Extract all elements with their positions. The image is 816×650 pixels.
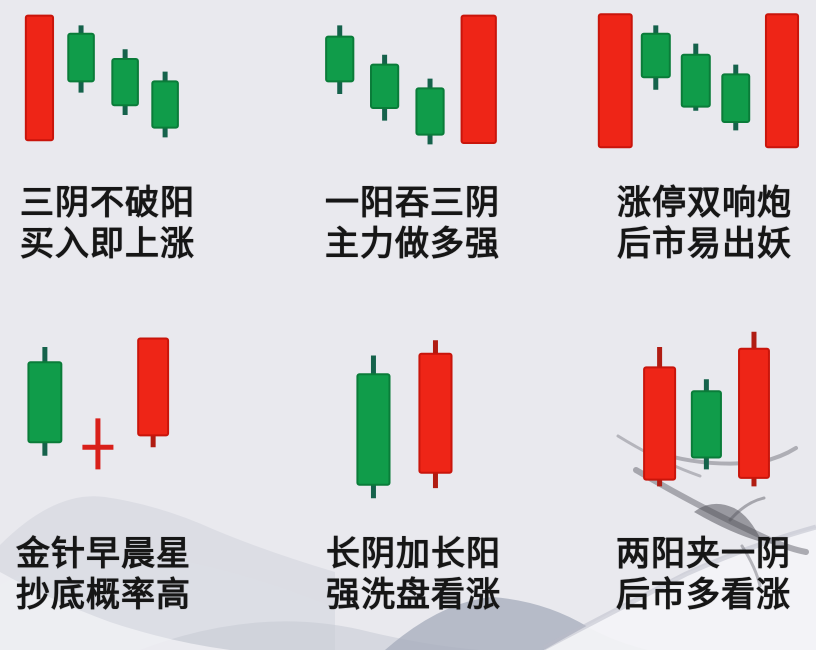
pattern-meaning: 抄底概率高: [16, 575, 191, 615]
candle-body: [418, 352, 453, 474]
bullish-candle: [738, 331, 770, 487]
candle-body: [597, 13, 633, 149]
bearish-candle: [690, 379, 722, 470]
ink-bird: [616, 434, 809, 588]
candle-body: [137, 337, 170, 437]
bird-neck-stroke: [728, 496, 766, 522]
bullish-candle: [137, 337, 170, 448]
bearish-candle: [415, 78, 445, 145]
pattern-caption-6: 两阳夹一阴 后市多看涨: [616, 534, 791, 616]
pattern-2-candles: [325, 14, 497, 145]
bird-body: [694, 503, 762, 542]
pattern-4-candles: [27, 337, 170, 470]
bearish-candle: [151, 71, 179, 138]
candle-body: [643, 366, 677, 481]
candle-body: [27, 361, 63, 444]
candle-body: [356, 373, 391, 486]
bearish-candle: [356, 355, 391, 499]
bearish-candle: [111, 49, 139, 115]
candle-body: [325, 35, 355, 83]
bullish-candle: [643, 347, 677, 487]
candle-body: [151, 80, 179, 129]
candle-body: [415, 87, 445, 136]
pattern-meaning: 买入即上涨: [20, 224, 195, 264]
candle-body: [721, 73, 751, 123]
candle-body: [690, 390, 722, 459]
pattern-name: 金针早晨星: [16, 534, 191, 574]
bullish-candle: [24, 14, 55, 142]
bullish-candle: [597, 13, 633, 149]
bearish-candle: [27, 347, 63, 456]
candle-body: [738, 347, 770, 479]
candle-body: [680, 53, 711, 108]
pattern-meaning: 主力做多强: [325, 224, 500, 264]
candle-body: [111, 58, 139, 107]
slope-edge: [542, 524, 816, 650]
candle-body: [24, 14, 55, 142]
pattern-meaning: 后市易出妖: [617, 224, 792, 264]
pattern-name: 长阴加长阳: [326, 534, 501, 574]
pattern-caption-3: 涨停双响炮 后市易出妖: [617, 183, 792, 265]
snow-slope: [544, 528, 816, 650]
bearish-candle: [325, 25, 355, 94]
bearish-candle: [67, 25, 95, 93]
pattern-name: 两阳夹一阴: [616, 534, 791, 574]
candle-body: [640, 32, 671, 79]
pattern-name: 三阴不破阳: [20, 183, 195, 223]
bearish-candle: [640, 25, 671, 90]
pattern-3-candles: [597, 13, 800, 149]
pattern-name: 涨停双响炮: [617, 183, 792, 223]
mountain-silhouettes: [0, 496, 816, 650]
bearish-candle: [370, 54, 400, 121]
candle-body: [764, 13, 800, 149]
bird-tail-stroke: [740, 544, 762, 588]
candle-body: [370, 63, 400, 109]
pattern-meaning: 强洗盘看涨: [326, 575, 501, 615]
pattern-1-candles: [24, 14, 179, 142]
doji-cross: [82, 418, 114, 470]
pattern-name: 一阳吞三阴: [325, 183, 500, 223]
pattern-caption-2: 一阳吞三阴 主力做多强: [325, 183, 500, 265]
candle-body: [460, 14, 497, 145]
pattern-6-candles: [643, 331, 770, 487]
pattern-caption-4: 金针早晨星 抄底概率高: [16, 534, 191, 616]
candle-body: [67, 32, 95, 83]
bullish-candle: [764, 13, 800, 149]
pattern-caption-5: 长阴加长阳 强洗盘看涨: [326, 534, 501, 616]
pattern-caption-1: 三阴不破阳 买入即上涨: [20, 183, 195, 265]
bullish-candle: [418, 340, 453, 489]
bearish-candle: [680, 43, 711, 111]
snow-slope: [0, 572, 230, 650]
bearish-candle: [721, 64, 751, 131]
pattern-5-candles: [356, 340, 453, 499]
bullish-candle: [460, 14, 497, 145]
pattern-meaning: 后市多看涨: [616, 575, 791, 615]
